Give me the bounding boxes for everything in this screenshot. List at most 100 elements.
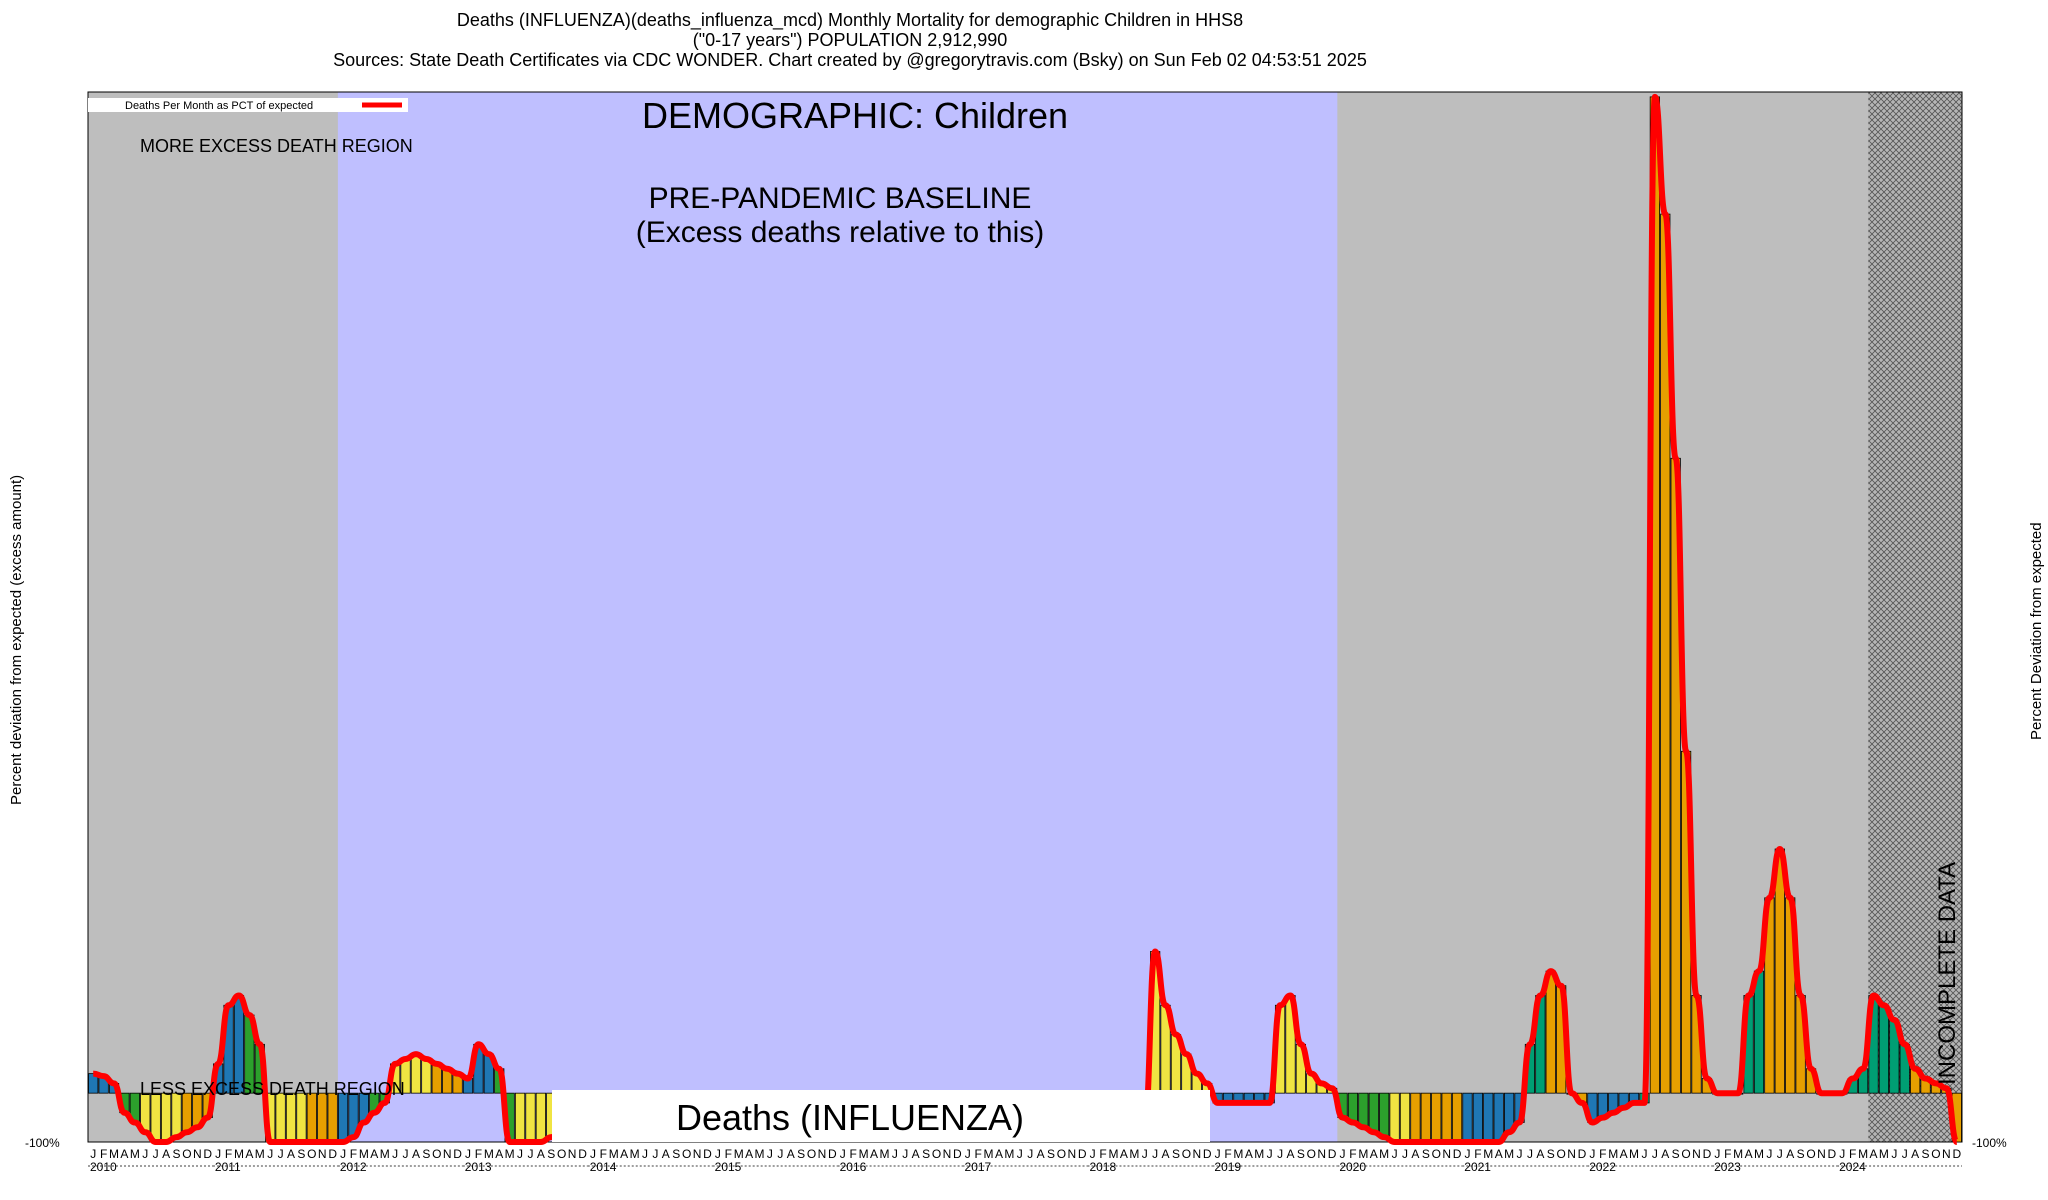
x-month-tick: A (412, 1147, 420, 1161)
x-month-tick: F (1099, 1147, 1106, 1161)
x-month-tick: M (1483, 1147, 1493, 1161)
bar (1472, 1092, 1483, 1143)
x-month-tick: J (527, 1147, 533, 1161)
x-month-tick: A (1536, 1147, 1544, 1161)
x-month-tick: A (1620, 1147, 1628, 1161)
x-month-tick: N (443, 1147, 452, 1161)
x-month-tick: O (307, 1147, 316, 1161)
x-month-tick: O (932, 1147, 941, 1161)
bar (171, 1092, 182, 1138)
x-month-tick: S (1922, 1147, 1930, 1161)
x-month-tick: S (797, 1147, 805, 1161)
x-month-tick: M (1129, 1147, 1139, 1161)
bar (1753, 970, 1765, 1094)
bar (1420, 1092, 1431, 1143)
x-month-tick: D (578, 1147, 587, 1161)
x-year-tick: 2011 (215, 1160, 241, 1174)
x-month-tick: A (1869, 1147, 1877, 1161)
bar (181, 1092, 193, 1133)
bar (1451, 1092, 1463, 1143)
bar (337, 1092, 349, 1143)
x-year-tick: 2017 (965, 1160, 992, 1174)
x-month-tick: N (1567, 1147, 1576, 1161)
x-month-tick: O (1057, 1147, 1066, 1161)
bar (285, 1092, 297, 1143)
x-month-tick: O (1182, 1147, 1191, 1161)
x-month-tick: D (1078, 1147, 1087, 1161)
x-month-tick: D (1578, 1147, 1587, 1161)
x-month-tick: A (1245, 1147, 1253, 1161)
x-month-tick: N (1942, 1147, 1951, 1161)
bar (327, 1092, 338, 1143)
bar (1483, 1092, 1494, 1143)
x-month-tick: J (1017, 1147, 1023, 1161)
x-month-tick: M (734, 1147, 744, 1161)
x-year-tick: 2012 (340, 1160, 367, 1174)
x-month-tick: F (100, 1147, 107, 1161)
x-year-tick: 2023 (1714, 1160, 1741, 1174)
x-month-tick: S (1047, 1147, 1055, 1161)
x-month-tick: A (162, 1147, 170, 1161)
x-month-tick: S (547, 1147, 555, 1161)
x-month-tick: J (1402, 1147, 1408, 1161)
x-month-tick: N (693, 1147, 702, 1161)
x-month-tick: M (1358, 1147, 1368, 1161)
x-month-tick: D (328, 1147, 337, 1161)
x-month-tick: J (1215, 1147, 1221, 1161)
x-month-tick: J (777, 1147, 783, 1161)
x-month-tick: J (1517, 1147, 1523, 1161)
x-year-tick: 2014 (590, 1160, 617, 1174)
x-month-tick: A (287, 1147, 295, 1161)
x-month-tick: J (1902, 1147, 1908, 1161)
x-month-tick: F (225, 1147, 232, 1161)
x-month-tick: J (642, 1147, 648, 1161)
y-min-tick-right: -100% (1972, 1136, 2007, 1150)
x-month-tick: D (828, 1147, 837, 1161)
x-month-tick: A (745, 1147, 753, 1161)
x-month-tick: J (403, 1147, 409, 1161)
x-month-tick: M (1629, 1147, 1639, 1161)
y-min-tick-left: -100% (25, 1136, 60, 1150)
x-month-tick: F (1349, 1147, 1356, 1161)
x-month-tick: J (1891, 1147, 1897, 1161)
x-month-tick: M (1254, 1147, 1264, 1161)
x-month-tick: A (1911, 1147, 1919, 1161)
x-month-tick: D (1703, 1147, 1712, 1161)
chart-title-line2: ("0-17 years") POPULATION 2,912,990 (692, 30, 1008, 50)
x-month-tick: A (912, 1147, 920, 1161)
x-year-tick: 2010 (90, 1160, 117, 1174)
x-month-tick: J (652, 1147, 658, 1161)
baseline-sublabel: (Excess deaths relative to this) (636, 216, 1045, 249)
x-month-tick: N (1442, 1147, 1451, 1161)
x-month-tick: M (1608, 1147, 1618, 1161)
x-month-tick: F (850, 1147, 857, 1161)
x-month-tick: S (672, 1147, 680, 1161)
x-month-tick: S (422, 1147, 430, 1161)
x-month-tick: J (153, 1147, 159, 1161)
x-month-tick: D (1203, 1147, 1212, 1161)
bar (1379, 1092, 1390, 1138)
x-month-tick: O (432, 1147, 441, 1161)
x-month-tick: J (715, 1147, 721, 1161)
x-month-tick: A (370, 1147, 378, 1161)
x-month-tick: F (1849, 1147, 1856, 1161)
x-month-tick: J (142, 1147, 148, 1161)
x-month-tick: A (1745, 1147, 1753, 1161)
x-month-tick: J (1464, 1147, 1470, 1161)
x-month-tick: O (1806, 1147, 1815, 1161)
x-month-tick: M (630, 1147, 640, 1161)
x-month-tick: O (1931, 1147, 1940, 1161)
incomplete-data-label: INCOMPLETE DATA (1934, 862, 1961, 1085)
x-month-tick: A (495, 1147, 503, 1161)
x-month-tick: A (1286, 1147, 1294, 1161)
x-year-tick: 2024 (1839, 1160, 1866, 1174)
x-month-tick: A (870, 1147, 878, 1161)
x-month-tick: A (1370, 1147, 1378, 1161)
x-month-tick: J (840, 1147, 846, 1161)
x-month-tick: F (725, 1147, 732, 1161)
x-month-tick: M (984, 1147, 994, 1161)
x-month-tick: N (1068, 1147, 1077, 1161)
x-month-tick: J (267, 1147, 273, 1161)
bar (1368, 1092, 1379, 1133)
